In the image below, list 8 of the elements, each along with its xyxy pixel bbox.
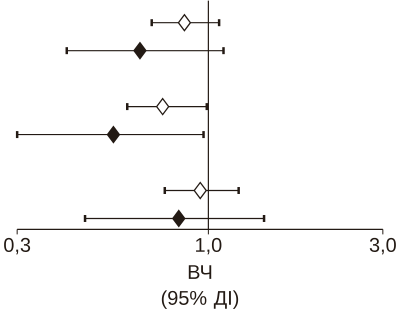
x-tick-label: 3,0 bbox=[370, 238, 396, 254]
point bbox=[156, 98, 170, 116]
x-tick-label: 1,0 bbox=[196, 238, 222, 254]
point bbox=[133, 42, 147, 60]
x-tick-label: 0,3 bbox=[4, 238, 30, 254]
point bbox=[172, 210, 186, 227]
point bbox=[178, 14, 192, 32]
x-axis-title: ВЧ (95% ДІ) bbox=[162, 265, 238, 309]
